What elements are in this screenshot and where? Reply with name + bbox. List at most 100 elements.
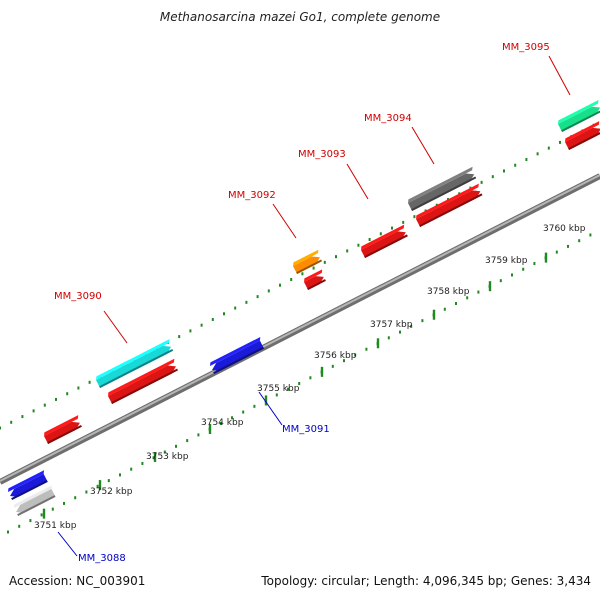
- tick-dot: [55, 397, 57, 401]
- tick-dot: [567, 244, 569, 248]
- tick-dot: [323, 260, 326, 264]
- label-leader: [272, 203, 297, 239]
- major-tick: [264, 395, 268, 406]
- tick-dot: [368, 238, 371, 242]
- scale-label: 3752 kbp: [90, 487, 133, 497]
- gene-label: MM_3091: [282, 424, 330, 435]
- tick-dot: [88, 380, 91, 384]
- tick-dot: [559, 140, 561, 144]
- gene-feature: [408, 166, 477, 212]
- tick-dot: [197, 433, 200, 437]
- tick-dot: [379, 232, 382, 236]
- major-tick: [376, 338, 380, 349]
- gene-feature: [8, 470, 48, 501]
- tick-dot: [40, 513, 43, 517]
- tick-dot: [589, 233, 592, 237]
- scale-labels-layer: 3751 kbp 3752 kbp 3753 kbp 3754 kbp 3755 kbp…: [34, 224, 586, 531]
- major-tick: [488, 281, 492, 292]
- tick-dot: [85, 490, 88, 494]
- scale-label: 3756 kbp: [314, 351, 357, 361]
- tick-dot: [21, 415, 24, 419]
- tick-dot: [312, 266, 315, 270]
- gene-feature: [565, 121, 600, 151]
- gene-label: MM_3093: [298, 149, 346, 160]
- scale-label: 3753 kbp: [146, 452, 189, 462]
- scale-label: 3757 kbp: [370, 320, 413, 330]
- major-tick: [42, 508, 46, 519]
- map-title: Methanosarcina mazei Go1, complete genom…: [159, 10, 441, 24]
- tick-dot: [231, 416, 233, 420]
- major-tick: [208, 423, 212, 434]
- tick-dot: [399, 330, 401, 334]
- gene-feature: [14, 485, 56, 517]
- tick-dot: [223, 312, 225, 316]
- tick-dot: [74, 496, 77, 500]
- tick-dot: [298, 381, 301, 385]
- tick-dot: [402, 220, 405, 224]
- major-tick: [544, 252, 548, 263]
- tick-dot: [514, 163, 517, 167]
- label-leader: [411, 126, 435, 165]
- tick-dot: [10, 420, 13, 424]
- tick-dot: [503, 169, 505, 173]
- tick-dot: [130, 467, 133, 471]
- tick-dot: [547, 146, 550, 150]
- tick-dot: [511, 273, 513, 277]
- tick-dot: [391, 226, 393, 230]
- features-layer: [8, 99, 600, 517]
- tick-dot: [533, 262, 536, 266]
- tick-dot: [331, 364, 334, 368]
- gene-feature: [44, 415, 82, 445]
- tick-dot: [357, 243, 360, 247]
- tick-dot: [301, 272, 304, 276]
- tick-dot: [335, 255, 337, 259]
- tick-dot: [522, 267, 525, 271]
- gene-feature: [108, 358, 179, 405]
- tick-dot: [253, 404, 256, 408]
- tick-dot: [387, 336, 390, 340]
- major-tick: [432, 309, 436, 320]
- tick-dot: [51, 507, 54, 511]
- tick-dot: [346, 249, 349, 253]
- tick-dot: [32, 409, 35, 413]
- tick-dot: [234, 306, 237, 310]
- gene-label: MM_3094: [364, 113, 412, 124]
- scale-label: 3754 kbp: [201, 418, 244, 428]
- topology-summary: Topology: circular; Length: 4,096,345 bp…: [261, 574, 591, 588]
- tick-dot: [43, 403, 46, 407]
- tick-dot: [466, 296, 469, 300]
- scale-label: 3758 kbp: [427, 287, 470, 297]
- genome-backbone-highlight: [0, 174, 600, 482]
- tick-dot: [287, 387, 289, 391]
- major-tick: [153, 452, 157, 463]
- gene-feature: [96, 339, 174, 389]
- tick-dot: [421, 319, 424, 323]
- label-leader: [103, 310, 128, 344]
- tick-dot: [29, 519, 32, 523]
- label-leader: [346, 163, 369, 200]
- tick-dot: [455, 302, 457, 306]
- tick-dot: [275, 393, 278, 397]
- tick-dot: [309, 376, 312, 380]
- gene-labels-layer: MM_3088 MM_3090 MM_3091 MM_3092 MM_3093 MM_30…: [54, 42, 550, 564]
- tick-dot: [525, 158, 528, 162]
- tick-dot: [77, 386, 80, 390]
- gene-label: MM_3090: [54, 291, 102, 302]
- tick-dot: [66, 392, 69, 396]
- scale-label: 3755 kbp: [257, 384, 300, 394]
- tick-dot: [163, 450, 166, 454]
- gene-feature: [304, 269, 326, 291]
- tick-dot: [175, 444, 177, 448]
- label-leader: [258, 391, 283, 426]
- tick-dot: [219, 421, 222, 425]
- tick-dot: [354, 353, 357, 357]
- tick-dot: [96, 484, 99, 488]
- scale-label: 3759 kbp: [485, 256, 528, 266]
- scale-label: 3751 kbp: [34, 521, 77, 531]
- gene-label: MM_3095: [502, 42, 550, 53]
- major-tick: [320, 366, 324, 377]
- tick-dot: [491, 175, 494, 179]
- tick-dot: [18, 524, 21, 528]
- tick-dot: [555, 250, 558, 254]
